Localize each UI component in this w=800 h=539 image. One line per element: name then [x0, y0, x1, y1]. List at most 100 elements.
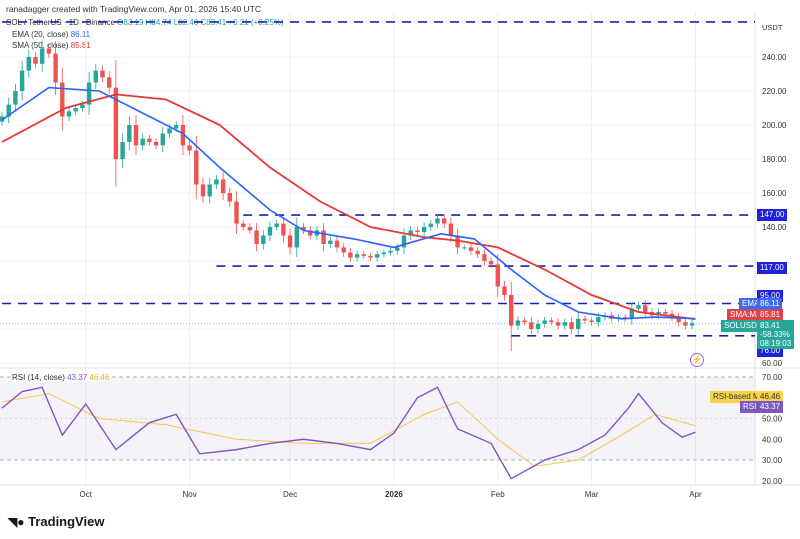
candle-body — [636, 305, 641, 309]
candle-body — [348, 252, 353, 258]
rsi-ma-axis-tag: RSI-based MA — [710, 391, 769, 403]
time-tick-label: Nov — [182, 490, 196, 499]
ema-legend-label: EMA (20, close) — [12, 30, 69, 39]
percent-change: -58.33% — [760, 330, 790, 339]
candle-body — [442, 218, 447, 224]
rsi-tick-label: 40.00 — [762, 435, 783, 444]
high-value: H84.74 — [145, 18, 172, 27]
rsi-legend-label: RSI (14, close) — [12, 373, 65, 382]
credit-text: ranadagger created with TradingView.com,… — [6, 4, 261, 14]
sma-axis-tag: SMA:MA — [727, 309, 765, 321]
candle-body — [120, 142, 125, 159]
candle-body — [488, 261, 494, 265]
candle-body — [13, 91, 18, 105]
candle-body — [495, 264, 500, 287]
sma-axis-value: 85.81 — [757, 309, 784, 321]
candle-body — [113, 87, 119, 159]
candle-body — [509, 295, 514, 326]
candle-body — [207, 184, 212, 197]
candle-body — [133, 125, 139, 146]
candle-body — [107, 77, 112, 88]
ema-axis-value: 86.11 — [757, 298, 783, 310]
candle-body — [66, 111, 72, 117]
candle-body — [341, 247, 346, 253]
candle-body — [475, 250, 480, 255]
rsi-legend[interactable]: RSI (14, close) 43.37 46.46 — [12, 373, 110, 382]
rsi-line — [1, 386, 696, 480]
candle-body — [6, 104, 11, 117]
ema-legend-value: 86.11 — [70, 30, 91, 39]
candle-body — [180, 125, 186, 146]
time-tick-label: Dec — [283, 490, 297, 499]
candle-body — [689, 323, 695, 326]
candle-body — [428, 223, 433, 227]
candle-body — [100, 70, 105, 78]
candle-body — [140, 138, 145, 146]
level-147-label: 147.00 — [757, 209, 788, 221]
candle-body — [582, 318, 588, 321]
price-tick-label: 200.00 — [762, 121, 787, 130]
candle-body — [227, 193, 232, 202]
price-tick-label: 220.00 — [762, 87, 787, 96]
candle-body — [576, 318, 581, 329]
price-axis-tag: 83.41 -58.33% 08:19:03 — [757, 320, 795, 349]
rsi-tick-label: 70.00 — [762, 373, 783, 382]
level-117-label: 117.00 — [757, 262, 787, 274]
currency-label: USDT — [762, 23, 783, 32]
candle-body — [468, 247, 474, 251]
time-tick-label: Mar — [585, 490, 599, 499]
ema-legend[interactable]: EMA (20, close) 86.11 — [12, 30, 90, 39]
candle-body — [395, 247, 400, 251]
candle-body — [421, 227, 427, 233]
candle-body — [147, 138, 152, 142]
rsi-ma-legend-value: 46.46 — [89, 373, 110, 382]
ema-axis-tag: EMA — [739, 298, 759, 310]
candle-body — [187, 145, 192, 151]
candle-body — [254, 230, 259, 244]
candle-body — [328, 240, 333, 244]
rsi-ma-axis-value: 46.46 — [757, 391, 784, 403]
symbol-name[interactable]: SOL / TetherUS · 1D · Binance — [6, 18, 115, 27]
candle-body — [643, 305, 648, 312]
candle-body — [388, 250, 393, 253]
price-tick-label: 140.00 — [762, 223, 787, 232]
ema-20-line — [1, 86, 696, 320]
last-price: 83.41 — [760, 321, 781, 330]
candle-body — [569, 322, 574, 329]
candle-body — [562, 322, 567, 326]
candle-body — [596, 317, 601, 323]
candle-body — [549, 320, 554, 323]
time-tick-label: 2026 — [385, 490, 403, 499]
tradingview-logo[interactable]: ◥● TradingView — [8, 514, 104, 529]
time-tick-label: Feb — [491, 490, 505, 499]
sma-50-line — [1, 93, 696, 321]
candle-body — [589, 320, 594, 323]
candle-body — [294, 227, 299, 248]
rsi-ma-line — [1, 393, 696, 467]
rsi-tick-label: 30.00 — [762, 456, 783, 465]
price-tick-label: 180.00 — [762, 155, 787, 164]
candle-body — [321, 230, 326, 244]
candle-body — [80, 104, 85, 108]
candle-body — [40, 48, 45, 64]
candle-body — [676, 317, 681, 323]
candle-body — [214, 179, 219, 185]
candle-body — [33, 57, 38, 64]
candle-body — [220, 179, 226, 193]
bar-countdown: 08:19:03 — [760, 339, 792, 348]
price-tick-label: 60.00 — [762, 359, 783, 368]
candle-body — [167, 128, 172, 134]
candle-body — [127, 125, 132, 142]
candle-body — [267, 227, 273, 236]
sma-legend[interactable]: SMA (50, close) 85.81 — [12, 41, 91, 50]
lightning-icon[interactable]: ⚡ — [690, 353, 704, 367]
candle-body — [361, 254, 366, 256]
candle-body — [19, 70, 25, 91]
candle-body — [435, 218, 440, 224]
candle-body — [287, 235, 293, 248]
sma-legend-label: SMA (50, close) — [12, 41, 69, 50]
candle-body — [448, 223, 454, 236]
candle-body — [86, 82, 92, 105]
candle-body — [529, 322, 534, 329]
